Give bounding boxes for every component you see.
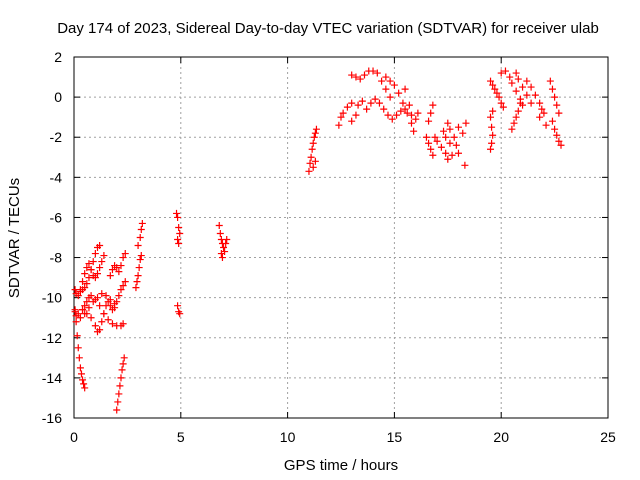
plus-markers — [371, 95, 409, 123]
plus-markers — [546, 77, 565, 149]
series-arc-o — [371, 95, 409, 123]
x-tick-label: 15 — [387, 429, 403, 445]
plus-markers — [487, 77, 501, 153]
y-tick-label: -8 — [50, 250, 63, 266]
x-tick-label: 25 — [600, 429, 616, 445]
plus-markers — [173, 209, 184, 318]
chart-title: Day 174 of 2023, Sidereal Day-to-day VTE… — [57, 20, 599, 37]
series-arc-j — [173, 209, 184, 318]
series-arc-m — [335, 97, 375, 129]
plot-frame — [73, 56, 609, 419]
plus-markers — [71, 292, 127, 330]
plus-markers — [113, 354, 128, 414]
plus-markers — [382, 73, 418, 135]
plus-markers — [72, 290, 119, 322]
x-axis-label: GPS time / hours — [284, 457, 398, 474]
series-arc-x — [546, 77, 565, 149]
series-arc-n — [348, 67, 394, 101]
y-tick-label: -14 — [42, 370, 62, 386]
y-tick-label: -2 — [50, 129, 63, 145]
x-tick-label: 5 — [177, 429, 185, 445]
series-arc-k — [215, 221, 231, 262]
series-arc-e — [79, 278, 129, 336]
plus-markers — [76, 252, 108, 294]
axis-ticks: 0 5 10 15 20 25 -16 -14 -12 -10 -8 -6 -4 -2 0 2 — [42, 49, 616, 445]
plus-markers — [508, 69, 535, 133]
series-arc-d — [71, 292, 127, 330]
plus-markers — [106, 250, 129, 280]
plus-markers — [132, 219, 146, 292]
plus-markers — [348, 67, 394, 101]
y-tick-label: -10 — [42, 290, 62, 306]
y-tick-label: -4 — [50, 169, 63, 185]
series-arc-q — [407, 101, 437, 159]
series-arc-u — [495, 67, 527, 111]
plus-markers — [335, 97, 375, 129]
plus-markers — [79, 278, 129, 336]
y-axis-label: SDTVAR / TECUs — [6, 178, 23, 298]
plus-markers — [431, 119, 462, 163]
y-tick-label: -16 — [42, 410, 62, 426]
y-tick-label: -6 — [50, 209, 63, 225]
series-arc-s — [440, 119, 470, 169]
series-arc-t — [487, 77, 501, 153]
x-tick-label: 0 — [70, 429, 78, 445]
plus-markers — [440, 119, 470, 169]
y-tick-label: 0 — [54, 89, 62, 105]
y-tick-label: -12 — [42, 330, 62, 346]
series-arc-l — [305, 125, 320, 175]
series-arc-r — [431, 119, 462, 163]
plus-markers — [305, 125, 320, 175]
grid — [74, 57, 608, 418]
plus-markers — [215, 221, 231, 262]
series-arc-v — [508, 69, 535, 133]
y-tick-label: 2 — [54, 49, 62, 65]
series-arc-f — [72, 290, 119, 322]
series-arc-c — [76, 252, 108, 294]
series-arc-p — [382, 73, 418, 135]
series-arc-g — [106, 250, 129, 280]
x-tick-label: 10 — [280, 429, 296, 445]
data-points — [71, 67, 565, 414]
series-arc-w — [523, 77, 550, 129]
x-tick-label: 20 — [493, 429, 509, 445]
plus-markers — [407, 101, 437, 159]
series-arc-i — [132, 219, 146, 292]
plus-markers — [495, 67, 527, 111]
series-arc-h — [113, 354, 128, 414]
plus-markers — [523, 77, 550, 129]
